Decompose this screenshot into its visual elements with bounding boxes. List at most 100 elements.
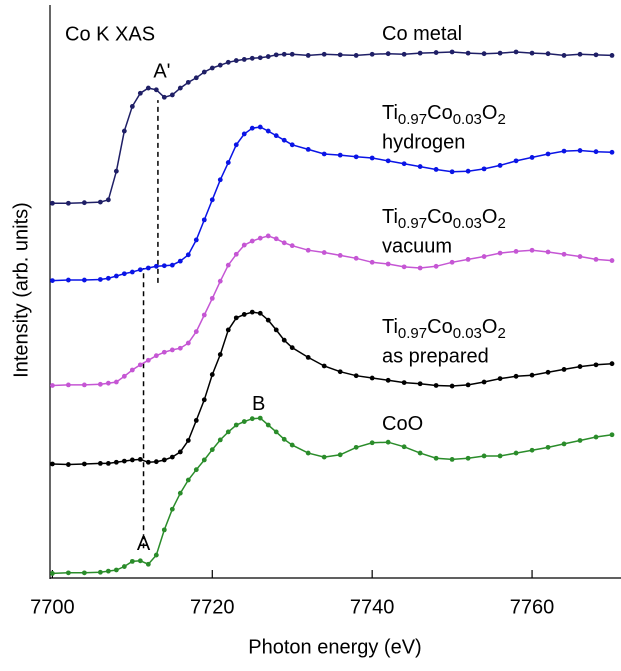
data-point	[385, 158, 391, 164]
data-point	[241, 312, 247, 317]
data-point	[249, 416, 255, 422]
data-point	[225, 429, 231, 435]
data-point	[201, 69, 207, 75]
data-point	[121, 128, 127, 134]
data-point	[265, 317, 271, 323]
data-point	[529, 247, 535, 253]
data-point	[233, 58, 239, 63]
data-point	[97, 461, 103, 466]
x-tick-label: 7740	[350, 596, 395, 618]
data-point	[281, 436, 287, 442]
data-point	[401, 380, 407, 386]
data-point	[305, 53, 311, 58]
data-point	[289, 345, 295, 351]
data-point	[105, 197, 111, 203]
data-point	[233, 142, 239, 148]
data-point	[113, 567, 119, 573]
data-point	[545, 369, 551, 375]
series-condition: hydrogen	[382, 131, 465, 153]
data-point	[225, 262, 231, 268]
data-point	[577, 364, 583, 369]
data-point	[305, 450, 311, 456]
data-point	[305, 146, 311, 152]
data-point	[337, 452, 343, 458]
data-point	[65, 277, 71, 283]
data-point	[49, 383, 55, 388]
data-point	[321, 454, 327, 460]
data-point	[249, 309, 255, 315]
data-point	[353, 154, 359, 160]
data-point	[545, 444, 551, 450]
data-point	[81, 382, 87, 388]
data-point	[401, 264, 407, 270]
data-point	[273, 327, 279, 333]
data-point	[401, 444, 407, 450]
data-point	[513, 373, 519, 379]
data-point	[97, 381, 103, 387]
data-point	[145, 561, 151, 567]
data-point	[113, 459, 119, 465]
series-label: Ti0.97Co0.03O2	[382, 316, 506, 342]
data-point	[289, 243, 295, 249]
data-point	[577, 148, 583, 153]
data-point	[177, 85, 183, 91]
data-point	[257, 310, 263, 316]
data-point	[513, 450, 519, 456]
data-point	[593, 52, 599, 58]
data-point	[113, 379, 119, 385]
data-point	[369, 155, 375, 161]
data-point	[481, 453, 487, 459]
data-point	[481, 379, 487, 385]
data-point	[169, 454, 175, 460]
data-point	[609, 258, 615, 263]
data-point	[217, 177, 223, 183]
data-point	[153, 353, 159, 359]
data-point	[265, 233, 271, 239]
data-point	[169, 92, 175, 98]
data-point	[513, 49, 519, 55]
data-point	[529, 447, 535, 453]
x-tick-label: 7760	[510, 596, 555, 618]
data-point	[185, 79, 191, 85]
data-point	[265, 422, 271, 428]
data-point	[513, 248, 519, 254]
data-point	[497, 453, 503, 459]
data-point	[161, 263, 167, 269]
data-point	[81, 200, 87, 206]
data-point	[385, 51, 391, 57]
data-point	[497, 376, 503, 381]
series-line	[52, 311, 613, 466]
data-point	[49, 200, 55, 206]
data-point	[225, 327, 231, 333]
data-point	[273, 133, 279, 139]
data-point	[417, 450, 423, 456]
data-point	[257, 415, 263, 421]
data-point	[481, 254, 487, 259]
data-point	[193, 75, 199, 81]
series-condition: vacuum	[382, 235, 452, 257]
data-point	[169, 506, 175, 512]
x-tick-label: 7700	[30, 596, 75, 618]
annotation: A'	[153, 60, 170, 82]
data-point	[193, 467, 199, 473]
data-point	[217, 352, 223, 357]
data-point	[369, 51, 375, 57]
data-point	[153, 87, 159, 93]
data-point	[201, 457, 207, 463]
data-point	[241, 131, 247, 137]
data-point	[561, 148, 567, 154]
data-point	[105, 380, 111, 386]
data-point	[561, 251, 567, 257]
data-point	[145, 85, 151, 91]
data-point	[121, 373, 127, 379]
data-point	[401, 161, 407, 167]
data-point	[177, 490, 183, 496]
data-point	[113, 273, 119, 279]
data-point	[137, 362, 143, 368]
data-point	[449, 456, 455, 462]
data-point	[121, 458, 127, 464]
data-point	[433, 263, 439, 269]
data-point	[593, 257, 599, 262]
data-point	[193, 418, 199, 423]
data-point	[305, 247, 311, 253]
